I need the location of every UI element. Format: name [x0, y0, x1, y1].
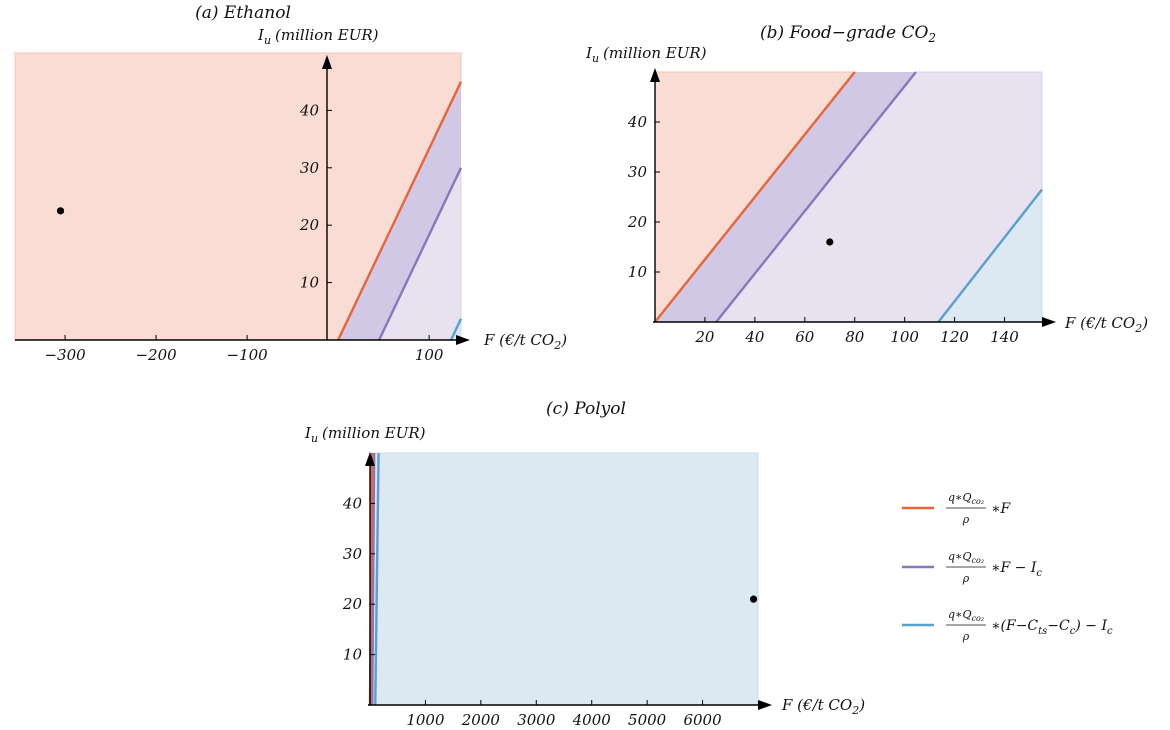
x-tick-label: 100	[415, 346, 444, 364]
x-tick-label: 2000	[461, 711, 501, 729]
y-axis-arrow	[650, 68, 660, 82]
x-tick-label: 100	[890, 328, 919, 346]
x-tick-label: 4000	[572, 711, 612, 729]
x-tick-label: 6000	[683, 711, 722, 729]
legend-fraction-denominator: ρ	[962, 513, 970, 526]
legend-entry-1: q∗Qco₂ ρ ∗F	[902, 491, 1012, 526]
x-axis-label: F (€/t CO2)	[1064, 314, 1148, 335]
legend-fraction-numerator: q∗Qco₂	[948, 608, 984, 623]
x-tick-label: −100	[227, 346, 269, 364]
chart-panel-2: 20 40 60 80 100 120 140 10 20 30 40 (b) Food−grade …	[585, 23, 1148, 346]
y-tick-label: 10	[343, 646, 363, 664]
legend-expression: ∗F	[991, 501, 1012, 517]
y-tick-label: 10	[300, 274, 320, 292]
data-point	[749, 595, 758, 603]
y-tick-label: 30	[343, 545, 363, 563]
y-tick-label: 40	[299, 101, 320, 119]
x-tick-label: 1000	[406, 711, 445, 729]
x-tick-label: 140	[990, 328, 1019, 346]
y-axis-label: Iu (million EUR)	[257, 26, 379, 47]
legend-entry-2: q∗Qco₂ ρ ∗F − Ic	[902, 550, 1042, 585]
y-tick-label: 10	[628, 263, 648, 281]
series-line-blue	[449, 318, 463, 341]
x-tick-label: −200	[135, 346, 177, 364]
x-axis-arrow	[456, 335, 470, 345]
data-point	[826, 238, 834, 246]
legend-fraction-denominator: ρ	[962, 572, 970, 585]
region-purple	[655, 72, 916, 322]
series-line-red	[654, 71, 856, 323]
panel-title: (b) Food−grade CO2	[760, 23, 936, 45]
y-axis-arrow	[322, 55, 332, 69]
legend-fraction-numerator: q∗Qco₂	[948, 491, 984, 506]
x-tick-label: 20	[694, 328, 715, 346]
x-tick-label: 40	[744, 328, 765, 346]
x-axis-label: F (€/t CO2)	[483, 331, 567, 352]
chart-panel-3: 1000 2000 3000 4000 5000 6000 10 20 30 40 (c) Poly…	[304, 399, 865, 729]
y-tick-label: 30	[628, 163, 648, 181]
x-tick-label: 120	[940, 328, 969, 346]
legend-entry-3: q∗Qco₂ ρ ∗(F−Cts−Cc) − Ic	[902, 608, 1113, 643]
series-line-purple	[715, 71, 917, 323]
panel-title: (c) Polyol	[546, 399, 626, 419]
panel-title: (a) Ethanol	[195, 3, 291, 23]
y-tick-label: 20	[627, 213, 648, 231]
x-tick-label: 80	[845, 328, 865, 346]
x-axis-arrow	[1042, 317, 1056, 327]
x-axis-arrow	[758, 700, 772, 710]
data-point	[56, 207, 65, 215]
series-line-purple	[377, 167, 463, 341]
y-tick-label: 20	[299, 216, 320, 234]
y-tick-label: 40	[342, 494, 363, 512]
series-line-purple	[371, 452, 376, 706]
x-tick-label: 60	[795, 328, 815, 346]
legend-expression: ∗F − Ic	[991, 560, 1042, 579]
series-line-blue	[937, 188, 1043, 323]
legend-fraction-denominator: ρ	[962, 630, 970, 643]
y-tick-label: 40	[627, 113, 648, 131]
region-blue	[374, 452, 759, 706]
x-tick-label: 3000	[517, 711, 556, 729]
y-tick-label: 30	[300, 159, 320, 177]
x-axis-label: F (€/t CO2)	[781, 696, 865, 717]
series-line-red	[337, 81, 463, 341]
series-line-blue	[374, 452, 380, 706]
legend-fraction-numerator: q∗Qco₂	[948, 550, 984, 565]
x-tick-label: 5000	[628, 711, 667, 729]
y-tick-label: 20	[342, 595, 363, 613]
y-axis-label: Iu (million EUR)	[304, 424, 426, 445]
chart-panel-1: −300 −200 −100 100 10 20 30 40 (a) Ethanol Iu (mil…	[14, 3, 567, 364]
y-axis-label: Iu (million EUR)	[585, 44, 707, 65]
y-axis-arrow	[365, 452, 375, 466]
legend-expression: ∗(F−Cts−Cc) − Ic	[991, 618, 1113, 637]
x-tick-label: −300	[44, 346, 86, 364]
legend: q∗Qco₂ ρ ∗F q∗Qco₂ ρ ∗F − Ic q∗Qco₂ ρ ∗(F−Cts−Cc…	[902, 491, 1113, 643]
